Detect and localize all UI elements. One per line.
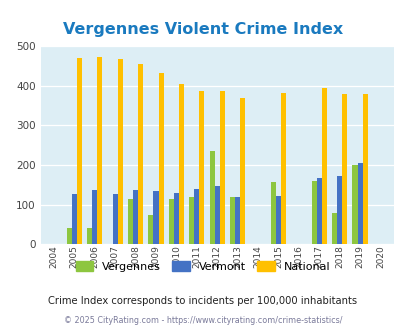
- Bar: [275, 196, 280, 244]
- Bar: [240, 98, 245, 244]
- Bar: [158, 73, 163, 244]
- Bar: [133, 189, 138, 244]
- Bar: [138, 64, 143, 244]
- Bar: [97, 57, 102, 244]
- Bar: [280, 92, 286, 244]
- Bar: [316, 178, 321, 244]
- Bar: [87, 228, 92, 244]
- Bar: [112, 193, 117, 244]
- Bar: [209, 151, 214, 244]
- Bar: [173, 193, 179, 244]
- Bar: [311, 181, 316, 244]
- Bar: [153, 191, 158, 244]
- Text: Vergennes Violent Crime Index: Vergennes Violent Crime Index: [63, 22, 342, 37]
- Bar: [352, 165, 357, 244]
- Bar: [214, 186, 219, 244]
- Bar: [189, 197, 194, 244]
- Bar: [321, 88, 326, 244]
- Bar: [229, 197, 234, 244]
- Bar: [357, 163, 362, 244]
- Bar: [128, 199, 133, 244]
- Bar: [72, 193, 77, 244]
- Bar: [117, 59, 122, 244]
- Text: © 2025 CityRating.com - https://www.cityrating.com/crime-statistics/: © 2025 CityRating.com - https://www.city…: [64, 316, 341, 325]
- Bar: [148, 214, 153, 244]
- Bar: [92, 189, 97, 244]
- Bar: [362, 94, 367, 244]
- Legend: Vergennes, Vermont, National: Vergennes, Vermont, National: [71, 257, 334, 277]
- Text: Crime Index corresponds to incidents per 100,000 inhabitants: Crime Index corresponds to incidents per…: [48, 296, 357, 306]
- Bar: [336, 176, 341, 244]
- Bar: [194, 189, 199, 244]
- Bar: [270, 182, 275, 244]
- Bar: [66, 228, 72, 244]
- Bar: [77, 58, 82, 244]
- Bar: [219, 90, 224, 244]
- Bar: [234, 197, 240, 244]
- Bar: [168, 199, 173, 244]
- Bar: [341, 94, 347, 244]
- Bar: [331, 213, 336, 244]
- Bar: [179, 84, 183, 244]
- Bar: [199, 90, 204, 244]
